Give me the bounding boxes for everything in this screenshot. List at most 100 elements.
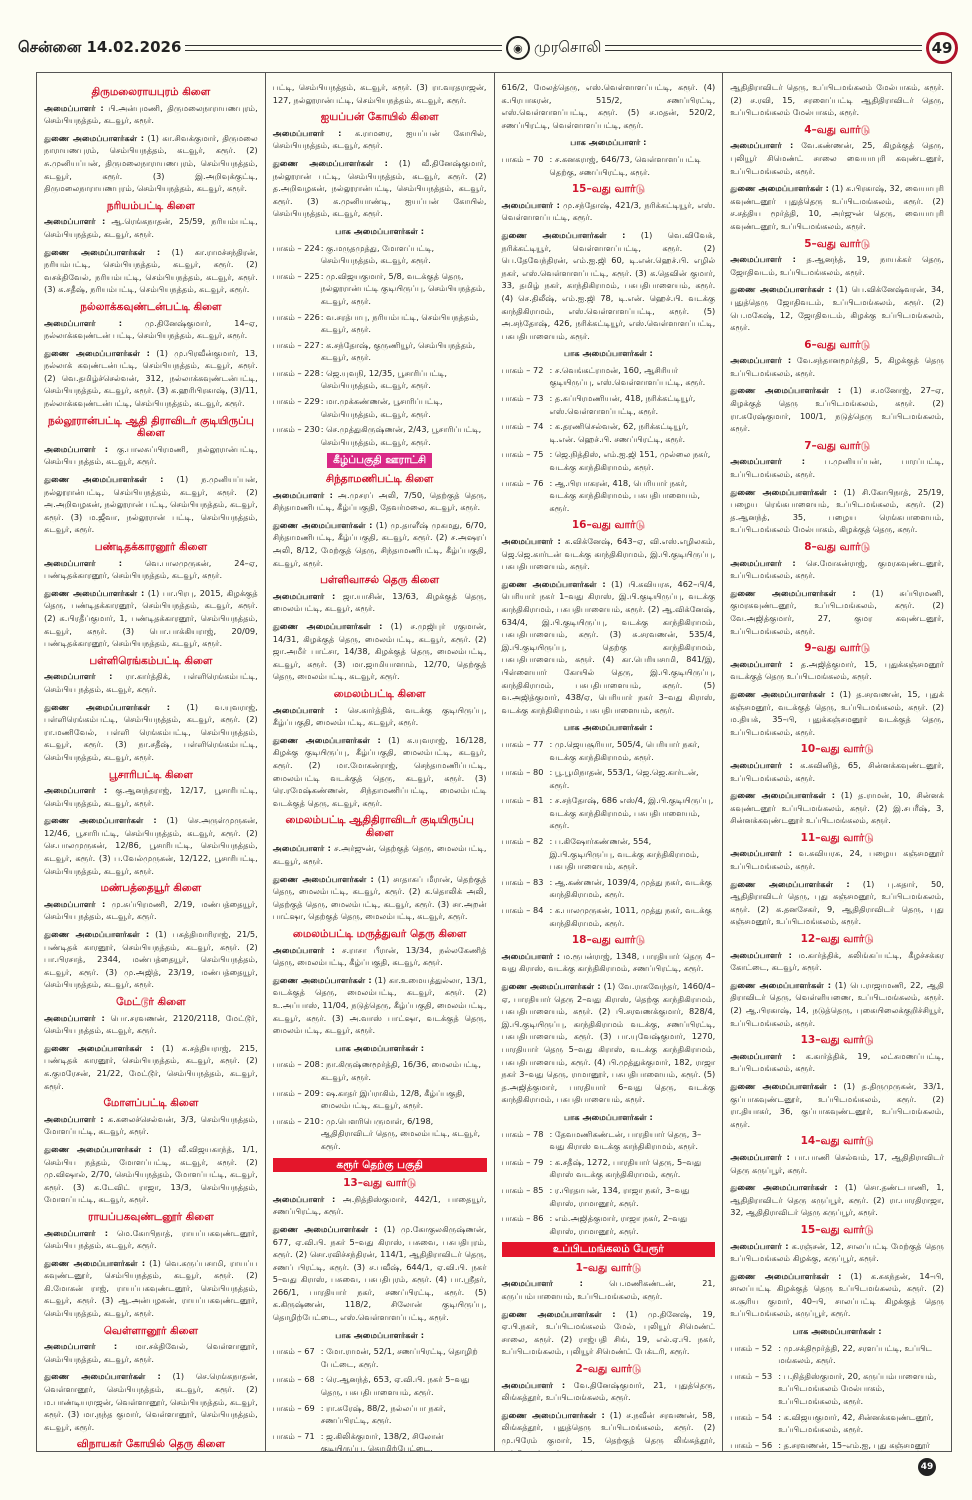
booth-number: பாகம் – 75 [501,449,544,460]
paper-logo: ◉ முரசொலி [505,36,602,60]
booth-details: : மா.முக்கண்ணன், பூசாரிப்பட்டி, செம்பியந… [320,396,443,419]
entry-text: மு.சுப்பிரமணி, 2/19, மண்பத்தையூர், செம்ப… [44,898,258,922]
column-1: திருமலைராயபுரம் கிளை அமைப்பாளர் : பி.அன்ப… [37,73,266,1451]
entry-text: க.கார்த்திக், 19, லட்சுமணப்பட்டி, உப்பிட… [730,1050,944,1074]
booth-number: பாகம் – 84 [501,905,544,916]
entry-paragraph: அமைப்பாளர் : க.கவினித், 65, சின்னக்கவுண்… [730,759,944,784]
entry-text: (1) க.பிரகாஷ், 32, வையாபுரி கவுண்டனூர் ப… [730,183,944,231]
entry-text: (1) வ.யுவராஜ், பள்ளிரெங்கம்பட்டி, செம்பி… [44,701,258,762]
entry-role-label: அமைப்பாளர் : [730,1240,789,1251]
section-heading: பூசாரிபட்டி கிளை [108,768,193,781]
entry-paragraph: அமைப்பாளர் : மெ.கோபிநாத், ராயப்பகவுண்டனூ… [44,1227,258,1252]
section-heading: விநாயகர் கோயில் தெரு கிளை [76,1438,225,1451]
subsection-label: பாக அமைப்பாளர்கள் : [335,1042,425,1053]
entry-role-label: அமைப்பாளர் : [44,785,108,796]
entry-text: வே.கண்ணன், 25, கிழக்குத் தெரு, புலியூர் … [730,140,944,176]
entry-text: பொ.சரவணன், 2120/2118, மேட்டூர், செம்பிய … [44,1012,258,1036]
entry-paragraph: துணை அமைப்பாளர்கள் : (1) சாதாசுப் மீரான்… [273,873,487,923]
booth-entry: பாகம் – 86: எம்.அஜித்குமார், ராஜா நகர், … [502,1212,716,1237]
section-heading: 11–வது வார்டு [800,831,874,844]
booth-details: : ர.பிரதாபன், 134, ராஜா நகர், 3–வது கிரா… [549,1184,690,1208]
entry-paragraph: துணை அமைப்பாளர்கள் : (1) த.சரவணன், 15, ப… [730,688,944,738]
booth-entry: பாகம் – 56: த.சரவணன், 15–எம்.ஐ, புது கஞ்… [730,1439,944,1451]
section-heading: 14–வது வார்டு [800,1135,874,1148]
masthead-rule [185,45,502,51]
entry-text: ஆ.ரெங்கநாதன், 25/59, நரியம்பட்டி, செம்பி… [44,216,258,239]
entry-paragraph: துணை அமைப்பாளர்கள் : (1) பெ.ராஜாமணி, 22,… [730,979,944,1029]
entry-paragraph: துணை அமைப்பாளர்கள் : (1) சுப்பிரமணி, கும… [730,587,944,637]
entry-text: (1) சுப்பிரமணி, குமரகவுண்டனூர், உப்பிடமங… [730,587,944,636]
entry-role-label: அமைப்பாளர் : [44,898,106,909]
entry-paragraph: அமைப்பாளர் : மு.சந்தோஷ், 421/3, நரிக்கட்… [502,199,716,224]
entry-paragraph: துணை அமைப்பாளர்கள் : (1) வெ.விவேக், நரிக… [502,229,716,342]
booth-details: : ஜெ.நித்திஸ், எம்.ஐ.ஜி 151, முல்லை நகர்… [549,449,711,473]
entry-role-label: துணை அமைப்பாளர்கள் : [730,878,850,889]
booth-entry: பாகம் – 52: மு.சக்திமூர்த்தி, 22, சரளப்ப… [730,1342,944,1367]
booth-entry: பாகம் – 82: ப.கிஷோர்கண்ணன், 554, இ.பி.கு… [502,835,716,873]
entry-role-label: துணை அமைப்பாளர்கள் : [44,1257,146,1268]
entry-text: (1) க.யுவராஜ், 16/128, கிழக்கு குடியிருப… [272,734,487,808]
section-heading: 16–வது வார்டு [571,519,645,532]
booth-number: பாகம் – 228 [272,367,320,378]
entry-role-label: அமைப்பாளர் : [44,557,122,568]
entry-text: (1) க.சுகந்தன், 14–பி, சாலப்பட்டி கிழக்க… [730,1270,944,1319]
footer-page-number: 49 [918,1458,936,1476]
entry-paragraph: துணை அமைப்பாளர்கள் : (1) க.யுவராஜ், 16/1… [273,734,487,810]
booth-details: : க.சதீஷ், 1272, பாரதியார் தெரு, 5–வது க… [549,1156,702,1180]
booth-entry: பாகம் – 210: மு.பௌரிபெருமாள், 6/198, ஆதி… [273,1115,487,1153]
entry-paragraph: துணை அமைப்பாளர்கள் : (1) த.திருமுருகன், … [730,1080,944,1130]
entry-role-label: துணை அமைப்பாளர்கள் : [501,578,606,589]
entry-role-label: துணை அமைப்பாளர்கள் : [501,229,626,240]
entry-text: (1) பி.கவியரசு, 462–பி/4, பெரியார் நகர் … [501,578,716,715]
entry-role-label: துணை அமைப்பாளர்கள் : [730,688,835,699]
entry-paragraph: துணை அமைப்பாளர்கள் : (1) ச.நவீன் சரவணன்,… [502,1409,716,1451]
entry-role-label: அமைப்பாளர் : [730,1050,796,1061]
section-heading: 13–வது வார்டு [800,1034,874,1047]
section-heading: மேட்டூர் கிளை [116,996,186,1008]
entry-paragraph: துணை அமைப்பாளர்கள் : (1) ந.முனியப்பன், ந… [44,473,258,536]
entry-role-label: துணை அமைப்பாளர்கள் : [730,587,856,598]
entry-role-label: துணை அமைப்பாளர்கள் : [44,587,145,598]
article-columns: திருமலைராயபுரம் கிளை அமைப்பாளர் : பி.அன்ப… [36,72,952,1452]
booth-entry: பாகம் – 84: க.பாலமுருகன், 1011, முத்து ந… [502,904,716,929]
entry-text: ச.அர்ஜுன், தெற்குத் தெரு, மைலம்பட்டி, கட… [272,843,487,867]
entry-text: (1) த.சரவணன், 15, புதுக் கஞ்சமனூர், வடக்… [730,688,944,737]
entry-text: (1) பெ.ராஜாமணி, 22, ஆதி திராவிடர் தெரு, … [730,979,944,1028]
entry-role-label: அமைப்பாளர் : [44,102,104,113]
section-heading: 15–வது வார்டு [571,183,645,196]
entry-paragraph: அமைப்பாளர் : வே.சந்தானமூர்த்தி, 5, கிழக்… [730,354,944,379]
section-heading: 1–வது வார்டு [575,1261,642,1274]
entry-paragraph: பட்டி, செம்பியநத்தம், கடவூர், கரூர். (3)… [273,81,487,106]
booth-number: பாகம் – 229 [272,396,320,407]
entry-role-label: அமைப்பாளர் : [730,658,794,669]
entry-role-label: துணை அமைப்பாளர்கள் : [730,1080,837,1091]
entry-role-label: துணை அமைப்பாளர்கள் : [44,246,161,257]
booth-entry: பாகம் – 69: ரா.சுரேஷ், 88/2, நல்லப்பா நக… [273,1402,487,1427]
entry-text: (1) பசுத்திமாரிராஜ், 21/5, பண்டிதக் காரன… [44,929,258,990]
entry-text: கு.பாலசுப்பிரமணி, நல்லூரான்பட்டி, செம்பி… [44,443,258,467]
entry-text: (1) ச.மனோஜ், 27–ஏ, கிழக்குத் தெரு உப்பிட… [730,385,945,434]
booth-entry: பாகம் – 226: வ.சரத்பாபு, நரியம்பட்டி, செ… [273,311,487,336]
section-banner: கீழ்ப்பகுதி ஊராட்சி [327,453,433,469]
booth-details: : ஆ.பிரபாகரன், 418, பெரியார் நகர், வடக்க… [549,477,700,513]
entry-role-label: அமைப்பாளர் : [730,759,793,770]
city-date: சென்னை 14.02.2026 [18,38,182,56]
paper-name: முரசொலி [533,38,602,56]
entry-text: அ.முசரப் அலி, 7/50, தெற்குத் தெரு, சிந்த… [272,489,487,513]
booth-details: : த.சுப்பிரமணியன், 418, நரிக்கட்டியூர், … [549,393,696,416]
entry-text: த.ஆனந்த், 19, நாயக்கர் தெரு, ஜோதிவடம், உ… [730,254,944,277]
booth-entry: பாகம் – 83: ஆ.கண்ணன், 1039/4, முத்து நகர… [502,876,716,901]
booth-details: : பூ.பூமிநாதன், 553/1, ஜெ.ஜெ.கார்டன், கர… [549,767,699,790]
booth-entry: பாகம் – 75 : ஜெ.நித்திஸ், எம்.ஐ.ஜி 151, ம… [502,448,716,473]
entry-paragraph: அமைப்பாளர் : ச.அர்ஜுன், தெற்குத் தெரு, ம… [273,842,487,867]
entry-role-label: அமைப்பாளர் : [44,1341,118,1352]
column-2: பட்டி, செம்பியநத்தம், கடவூர், கரூர். (3)… [266,73,495,1451]
entry-text: (1) சாதாசுப் மீரான், தெற்குத் தெரு, மைலம… [272,873,487,922]
booth-entry: பாகம் – 208: நா.கிருஷ்ணமூர்த்தி, 16/36, … [273,1058,487,1083]
entry-text: க.விக்னேஷ், 643–ஏ, வி.எஸ்.எழிலகம், ஜெ.ஜெ… [501,536,716,572]
entry-role-label: துணை அமைப்பாளர்கள் : [272,974,372,985]
entry-paragraph: அமைப்பாளர் : பி.அன்புமணி, திருமலைநாராயணப… [44,102,258,127]
entry-role-label: அமைப்பாளர் : [730,949,792,960]
entry-role-label: துணை அமைப்பாளர்கள் : [44,701,171,712]
entry-text: (1) ச.முஜிபுர் ரகுமான், 14/31, கிழக்குத்… [272,620,487,682]
